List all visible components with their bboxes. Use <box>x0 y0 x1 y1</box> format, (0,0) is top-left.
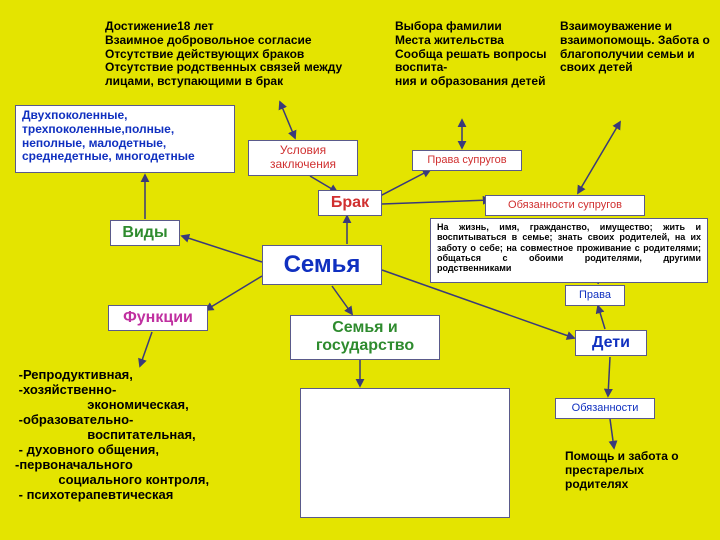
node-state_box <box>300 388 510 518</box>
node-dut_sp: Обязанности супругов <box>485 195 645 216</box>
node-dut_text: Взаимоуважение и взаимопомощь. Забота о … <box>560 20 710 75</box>
node-rights_ch: Права <box>565 285 625 306</box>
node-func_text: -Репродуктивная, -хозяйственно- экономич… <box>15 368 285 502</box>
node-functions: Функции <box>108 305 208 331</box>
node-kinds: Виды <box>110 220 180 246</box>
node-rights_text: Выбора фамилии Места жительства Сообща р… <box>395 20 550 89</box>
node-fam_state: Семья и государство <box>290 315 440 360</box>
node-marriage: Брак <box>318 190 382 216</box>
node-cond_box: Условия заключения <box>248 140 358 176</box>
node-help_text: Помощь и забота о престарелых родителях <box>565 450 695 491</box>
node-chrights: На жизнь, имя, гражданство, имущество; ж… <box>430 218 708 283</box>
node-children: Дети <box>575 330 647 356</box>
node-dut_ch: Обязанности <box>555 398 655 419</box>
node-center: Семья <box>262 245 382 285</box>
node-kinds_text: Двухпоколенные, трехпоколенные,полные, н… <box>15 105 235 173</box>
node-cond_text: Достижение18 лет Взаимное добровольное с… <box>105 20 385 89</box>
node-rights_sp: Права супругов <box>412 150 522 171</box>
